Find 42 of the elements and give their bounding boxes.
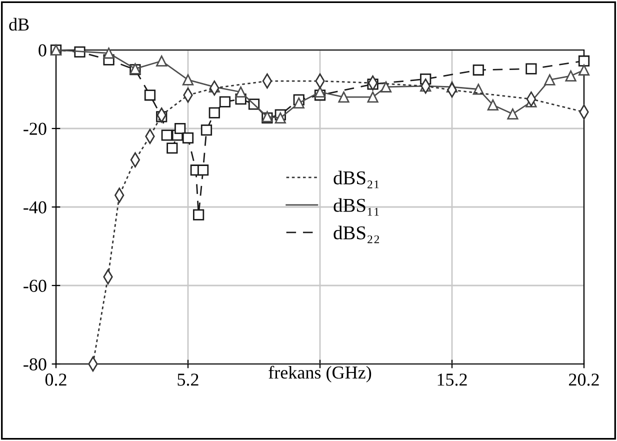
y-tick-label: -80 [24,358,46,370]
x-tick-label: 15.2 [438,374,467,386]
x-axis-title: frekans (GHz) [268,366,372,382]
point [193,209,204,220]
point [161,130,172,141]
point [208,107,220,118]
point [182,74,194,86]
point [274,112,286,124]
point [578,64,590,76]
point [565,70,576,82]
point [200,124,212,136]
legend-label: dBS₁₁ [334,198,379,216]
point [197,164,209,176]
point [526,63,537,74]
point [507,108,518,120]
point [166,142,178,154]
point [293,97,304,109]
y-tick-label: -40 [24,201,46,214]
point [103,48,114,59]
y-tick-label: -20 [24,122,46,135]
legend-label: dBS₂₁ [334,170,379,188]
point [367,92,378,103]
point [235,86,246,98]
x-tick-label: 0.2 [45,374,66,386]
point [338,92,350,103]
point [144,90,156,101]
point [472,64,484,76]
point [314,86,326,98]
x-tick-label: 5.2 [178,374,198,386]
point [156,55,168,67]
y-tick-label: -60 [24,280,46,292]
y-axis-title: dB [9,18,29,31]
y-tick-label: 0 [38,44,46,56]
point [487,99,498,111]
point [174,122,186,134]
point [380,81,392,92]
point [544,74,556,86]
point [182,132,194,144]
point [578,55,590,67]
x-tick-label: 20.2 [568,374,599,386]
legend-label: dBS₂₂ [334,226,380,244]
point [219,96,231,108]
